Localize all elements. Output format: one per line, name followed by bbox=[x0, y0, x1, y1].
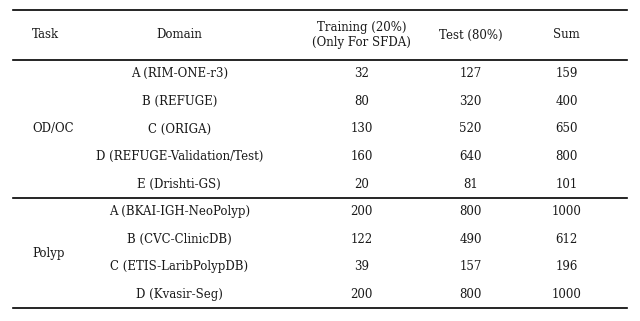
Text: 800: 800 bbox=[460, 288, 481, 301]
Text: B (REFUGE): B (REFUGE) bbox=[141, 95, 217, 108]
Text: C (ORIGA): C (ORIGA) bbox=[148, 123, 211, 135]
Text: 1000: 1000 bbox=[552, 205, 581, 218]
Text: Task: Task bbox=[32, 29, 59, 41]
Text: 32: 32 bbox=[354, 67, 369, 80]
Text: 200: 200 bbox=[351, 205, 372, 218]
Text: 800: 800 bbox=[460, 205, 481, 218]
Text: 612: 612 bbox=[556, 233, 577, 246]
Text: B (CVC-ClinicDB): B (CVC-ClinicDB) bbox=[127, 233, 232, 246]
Text: 160: 160 bbox=[351, 150, 372, 163]
Text: Test (80%): Test (80%) bbox=[438, 29, 502, 41]
Text: 130: 130 bbox=[351, 123, 372, 135]
Text: 400: 400 bbox=[555, 95, 578, 108]
Text: Polyp: Polyp bbox=[32, 247, 65, 259]
Text: 80: 80 bbox=[354, 95, 369, 108]
Text: D (REFUGE-Validation/Test): D (REFUGE-Validation/Test) bbox=[95, 150, 263, 163]
Text: Sum: Sum bbox=[553, 29, 580, 41]
Text: Training (20%)
(Only For SFDA): Training (20%) (Only For SFDA) bbox=[312, 21, 411, 49]
Text: 20: 20 bbox=[354, 178, 369, 191]
Text: 320: 320 bbox=[460, 95, 481, 108]
Text: E (Drishti-GS): E (Drishti-GS) bbox=[138, 178, 221, 191]
Text: 640: 640 bbox=[459, 150, 482, 163]
Text: 157: 157 bbox=[460, 260, 481, 273]
Text: 1000: 1000 bbox=[552, 288, 581, 301]
Text: 490: 490 bbox=[459, 233, 482, 246]
Text: 800: 800 bbox=[556, 150, 577, 163]
Text: Domain: Domain bbox=[156, 29, 202, 41]
Text: 122: 122 bbox=[351, 233, 372, 246]
Text: A (RIM-ONE-r3): A (RIM-ONE-r3) bbox=[131, 67, 228, 80]
Text: 159: 159 bbox=[556, 67, 577, 80]
Text: 39: 39 bbox=[354, 260, 369, 273]
Text: 127: 127 bbox=[460, 67, 481, 80]
Text: 101: 101 bbox=[556, 178, 577, 191]
Text: A (BKAI-IGH-NeoPolyp): A (BKAI-IGH-NeoPolyp) bbox=[109, 205, 250, 218]
Text: 520: 520 bbox=[460, 123, 481, 135]
Text: 81: 81 bbox=[463, 178, 478, 191]
Text: C (ETIS-LaribPolypDB): C (ETIS-LaribPolypDB) bbox=[110, 260, 248, 273]
Text: D (Kvasir-Seg): D (Kvasir-Seg) bbox=[136, 288, 223, 301]
Text: 200: 200 bbox=[351, 288, 372, 301]
Text: 650: 650 bbox=[555, 123, 578, 135]
Text: 196: 196 bbox=[556, 260, 577, 273]
Text: OD/OC: OD/OC bbox=[32, 123, 74, 135]
